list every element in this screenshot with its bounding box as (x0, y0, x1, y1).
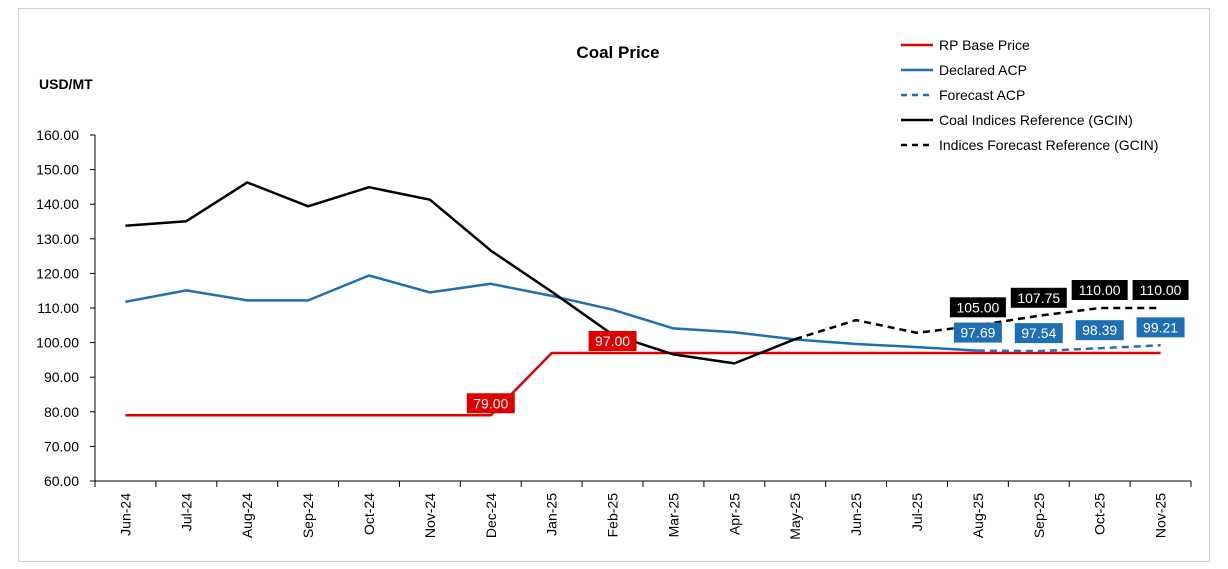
data-label-text: 110.00 (1140, 282, 1182, 298)
series-layer (125, 181, 1161, 417)
data-label-box (1010, 287, 1067, 308)
x-tick-label: Jul-24 (178, 493, 194, 531)
data-label: 97.54 (1014, 323, 1063, 344)
data-label-text: 97.69 (960, 325, 995, 341)
data-label-text: 98.39 (1082, 322, 1117, 338)
y-tick-label: 160.00 (36, 127, 79, 143)
y-tick-label: 110.00 (37, 300, 79, 316)
data-label-box (1014, 323, 1063, 344)
x-tick-label: Sep-24 (300, 493, 316, 538)
x-tick-label: Mar-25 (665, 493, 681, 538)
x-tick-label: Jun-24 (117, 493, 133, 536)
legend-item: Declared ACP (901, 62, 1027, 78)
x-tick-label: Aug-24 (239, 493, 255, 538)
legend-label: RP Base Price (939, 37, 1030, 53)
data-label: 107.75 (1010, 287, 1067, 308)
x-tick-label: Jun-25 (848, 493, 864, 536)
x-tick-label: Nov-24 (422, 493, 438, 538)
data-label: 110.00 (1132, 280, 1189, 300)
y-tick-label: 130.00 (36, 231, 79, 247)
x-tick-label: Oct-24 (361, 493, 377, 535)
data-label: 98.39 (1075, 320, 1124, 341)
data-label: 97.69 (953, 322, 1002, 343)
data-label-text: 105.00 (956, 299, 999, 315)
y-tick-label: 60.00 (44, 473, 79, 489)
y-tick-label: 100.00 (36, 335, 79, 351)
x-tick-label: Jan-25 (544, 493, 560, 536)
y-tick-label: 140.00 (36, 196, 79, 212)
data-label-box (588, 330, 637, 351)
series-line-coal-indices-reference-gcin (125, 181, 796, 365)
data-label-box (949, 297, 1006, 318)
x-tick-label: Feb-25 (605, 493, 621, 538)
data-label-text: 99.21 (1143, 319, 1178, 335)
legend-item: Coal Indices Reference (GCIN) (901, 112, 1133, 128)
legend: RP Base Price Declared ACP Forecast ACP Coa… (901, 37, 1158, 153)
y-tick-label: 90.00 (44, 369, 79, 385)
data-label: 79.00 (466, 393, 515, 414)
legend-item: Forecast ACP (901, 87, 1025, 103)
x-tick-label: Oct-25 (1092, 493, 1108, 535)
y-tick-label: 150.00 (36, 162, 79, 178)
data-label-text: 97.54 (1021, 325, 1056, 341)
data-label: 99.21 (1136, 317, 1185, 338)
legend-label: Coal Indices Reference (GCIN) (939, 112, 1133, 128)
data-label: 110.00 (1071, 280, 1128, 300)
x-tick-label: Nov-25 (1153, 493, 1169, 538)
data-label-box (466, 393, 515, 414)
x-tick-label: Jul-25 (909, 493, 925, 531)
legend-label: Indices Forecast Reference (GCIN) (939, 137, 1158, 153)
x-tick-label: Dec-24 (483, 493, 499, 538)
x-tick-label: May-25 (787, 493, 803, 540)
legend-item: RP Base Price (901, 37, 1030, 53)
data-labels-layer: 79.00 97.00 97.69 97.54 98.39 99.21 105.00 107.… (466, 280, 1189, 414)
series-line-declared-acp (125, 274, 978, 352)
x-tick-label: Sep-25 (1031, 493, 1047, 538)
data-label-text: 79.00 (473, 395, 508, 411)
data-label: 105.00 (949, 297, 1006, 318)
x-tick-label: Aug-25 (970, 493, 986, 538)
series-line-rp-base-price (125, 351, 1161, 417)
data-label-box (1136, 317, 1185, 338)
data-label-text: 97.00 (595, 333, 630, 349)
data-label-box (953, 322, 1002, 343)
legend-item: Indices Forecast Reference (GCIN) (901, 137, 1158, 153)
y-tick-label: 120.00 (36, 265, 79, 281)
x-tick-label: Apr-25 (726, 493, 742, 535)
chart-title: Coal Price (576, 43, 659, 62)
data-label: 97.00 (588, 330, 637, 351)
y-tick-label: 70.00 (44, 438, 79, 454)
series-line-forecast-acp (977, 344, 1161, 353)
legend-label: Declared ACP (939, 62, 1027, 78)
data-label-box (1071, 280, 1128, 300)
y-tick-label: 80.00 (44, 404, 79, 420)
data-label-box (1075, 320, 1124, 341)
data-label-text: 107.75 (1017, 290, 1060, 306)
axes: 60.00 70.00 80.00 90.00 100.00 110.00 120.00 13… (36, 127, 1192, 540)
data-label-box (1132, 280, 1189, 300)
y-axis-unit-label: USD/MT (39, 76, 93, 92)
coal-price-chart: Coal Price USD/MT 60.00 70.00 80.00 90.00 10… (36, 37, 1192, 540)
data-label-text: 110.00 (1079, 282, 1121, 298)
chart-frame: Coal Price USD/MT 60.00 70.00 80.00 90.00 10… (18, 8, 1210, 562)
legend-label: Forecast ACP (939, 87, 1025, 103)
series-line-indices-forecast-reference-gcin (794, 306, 1161, 341)
